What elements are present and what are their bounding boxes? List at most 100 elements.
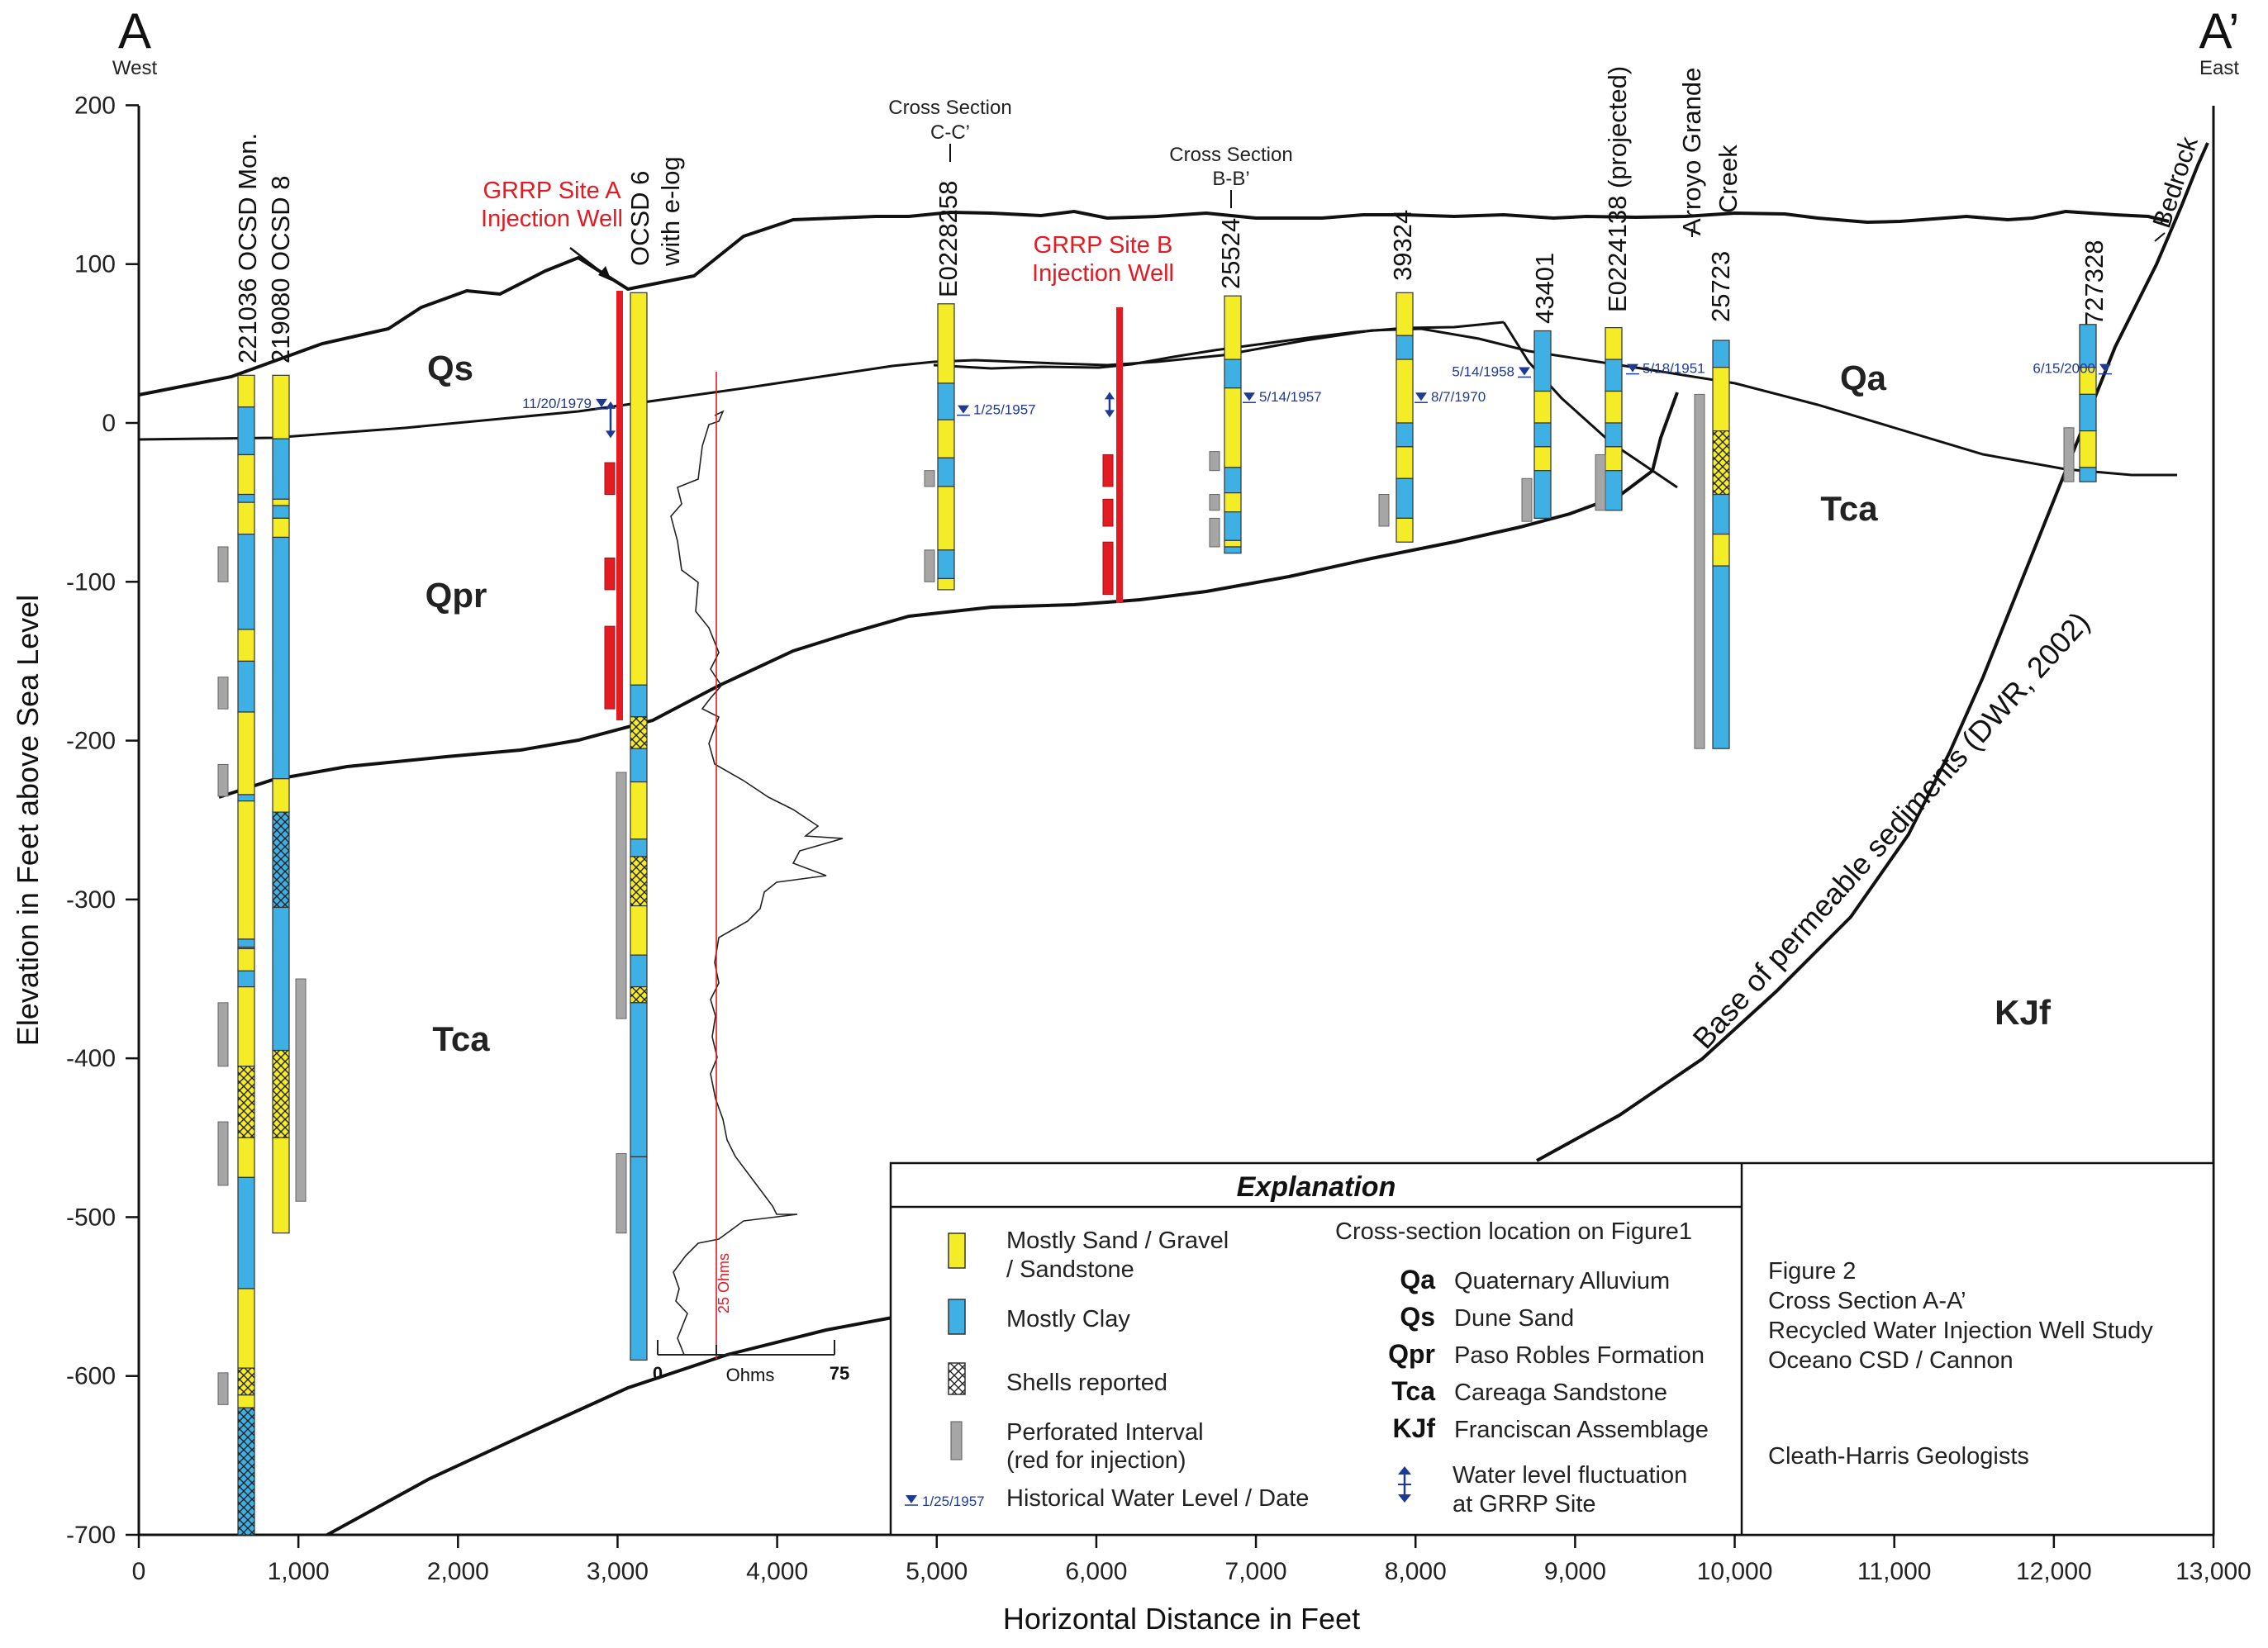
- shell-hatch: [273, 1050, 289, 1138]
- legend-sand-line2: / Sandstone: [1006, 1256, 1134, 1283]
- lithology-interval: [237, 501, 255, 535]
- legend-wl: Historical Water Level / Date: [1006, 1485, 1309, 1512]
- lithology-interval: [1396, 517, 1414, 543]
- x-tick-label: 13,000: [2175, 1558, 2251, 1585]
- perforations-group: [217, 393, 2075, 1405]
- lithology-interval: [937, 382, 955, 420]
- 25-ohm-label: 25 Ohms: [716, 1253, 732, 1313]
- water-level-marker: [1519, 367, 1530, 376]
- lithology-interval: [237, 629, 255, 663]
- perforated-interval: [217, 1372, 229, 1405]
- x-tick-label: 1,000: [268, 1558, 330, 1585]
- lithology-interval: [1533, 422, 1552, 448]
- lithology-interval: [630, 1002, 648, 1157]
- section-start-label: A: [118, 3, 151, 59]
- perforated-interval: [217, 677, 229, 710]
- y-axis-ticks: 200 100 0 -100 -200 -300 -400 -500 -600 -700: [66, 92, 139, 1549]
- water-level-date: 6/15/2000: [2033, 361, 2095, 377]
- qpr-tca-contact: [138, 327, 2177, 477]
- lithology-interval: [1533, 470, 1552, 519]
- legend-shells-swatch: [948, 1362, 966, 1395]
- legend-sand-line1: Mostly Sand / Gravel: [1006, 1228, 1229, 1254]
- injection-interval: [1102, 498, 1114, 527]
- perforated-interval: [1209, 494, 1220, 511]
- lithology-interval: [237, 711, 255, 796]
- lithology-interval: [272, 374, 290, 439]
- shell-hatch: [1713, 430, 1729, 495]
- base-permeable-label: Base of permeable sediments (DWR, 2002): [1686, 605, 2095, 1055]
- legend-shells: Shells reported: [1006, 1370, 1167, 1396]
- x-tick-label: 4,000: [746, 1558, 808, 1585]
- lithology-interval: [630, 684, 648, 718]
- lithology-interval: [1533, 390, 1552, 424]
- lithology-interval: [1712, 367, 1730, 432]
- qa-contact-east: [1502, 321, 1678, 489]
- lithology-interval: [272, 498, 290, 506]
- formation-qpr: Qpr: [426, 576, 487, 615]
- creek-label-line1: Arroyo Grande: [1677, 68, 1706, 235]
- perforated-interval: [1378, 494, 1390, 527]
- well-ocsd6: [630, 292, 648, 1361]
- y-tick-label: -500: [66, 1204, 116, 1231]
- legend-fluct-line2: at GRRP Site: [1453, 1491, 1596, 1517]
- kjf-contact-west: [326, 1316, 893, 1536]
- lithology-interval: [1224, 387, 1242, 468]
- x-tick-label: 0: [132, 1558, 146, 1585]
- lithology-interval: [272, 778, 290, 813]
- lithology-interval: [272, 536, 290, 780]
- shell-hatch: [238, 1368, 254, 1395]
- site-b-label-line2: Injection Well: [1032, 260, 1174, 287]
- lithology-interval: [237, 794, 255, 802]
- water-level-marker: [1627, 363, 1638, 373]
- lithology-interval: [1224, 546, 1242, 554]
- unit-code: KJf: [1392, 1413, 1435, 1443]
- lithology-interval: [630, 292, 648, 686]
- lithology-interval: [1224, 539, 1242, 548]
- well-25524: [1224, 295, 1242, 554]
- legend-perf-swatch: [950, 1421, 963, 1460]
- unit-legend: Qa Quaternary Alluvium Qs Dune Sand Qpr Paso …: [1388, 1265, 1709, 1443]
- legend-fluct-icon: [1398, 1466, 1411, 1503]
- formation-tca-east: Tca: [1820, 489, 1878, 528]
- section-end-direction: East: [2199, 57, 2239, 79]
- formation-qs: Qs: [427, 349, 473, 387]
- lithology-interval: [2079, 467, 2097, 482]
- tca-base-contact: [218, 392, 1679, 799]
- water-levels-group: 11/20/1979 1/25/1957 5/14/1957 8/7/1970 5/14…: [522, 361, 2112, 439]
- lithology-interval: [1605, 327, 1623, 360]
- lithology-interval: [630, 905, 648, 956]
- bedrock-label: Bedrock: [2147, 133, 2204, 231]
- lithology-interval: [1605, 470, 1623, 511]
- lithology-interval: [937, 486, 955, 551]
- x-axis-title: Horizontal Distance in Feet: [1003, 1602, 1360, 1636]
- well-e0224138: [1605, 327, 1623, 511]
- perforated-interval: [217, 1002, 229, 1067]
- water-level-marker: [2099, 363, 2111, 373]
- well-label-ocsd6: OCSD 6: [625, 171, 654, 266]
- formation-tca-west: Tca: [432, 1019, 490, 1058]
- lithology-interval: [937, 419, 955, 458]
- lithology-interval: [1224, 359, 1242, 389]
- unit-name: Paso Robles Formation: [1454, 1342, 1705, 1369]
- lithology-interval: [1712, 340, 1730, 368]
- lithology-interval: [237, 947, 255, 971]
- well-label-39324: 39324: [1388, 210, 1417, 281]
- well-label-e0224138: E0224138 (projected): [1603, 66, 1632, 312]
- lithology-interval: [237, 406, 255, 456]
- explanation-title: Explanation: [1237, 1171, 1396, 1203]
- lithology-interval: [237, 533, 255, 630]
- y-tick-label: -200: [66, 728, 116, 755]
- lithology-interval: [630, 781, 648, 840]
- y-tick-label: 200: [74, 92, 116, 119]
- lithology-interval: [272, 517, 290, 539]
- lithology-interval: [237, 1176, 255, 1289]
- water-level-date: 8/7/1970: [1431, 389, 1486, 405]
- lithology-interval: [937, 549, 955, 580]
- x-axis-ticks: 0 1,000 2,000 3,000 4,000 5,000 6,000 7,000 8,00…: [132, 1535, 2251, 1585]
- lithology-interval: [1224, 467, 1242, 494]
- well-43401: [1533, 330, 1552, 519]
- well-39324: [1396, 292, 1414, 543]
- well-label-43401: 43401: [1530, 253, 1559, 324]
- well-219080: [272, 374, 290, 1234]
- elog-unit: Ohms: [726, 1365, 775, 1385]
